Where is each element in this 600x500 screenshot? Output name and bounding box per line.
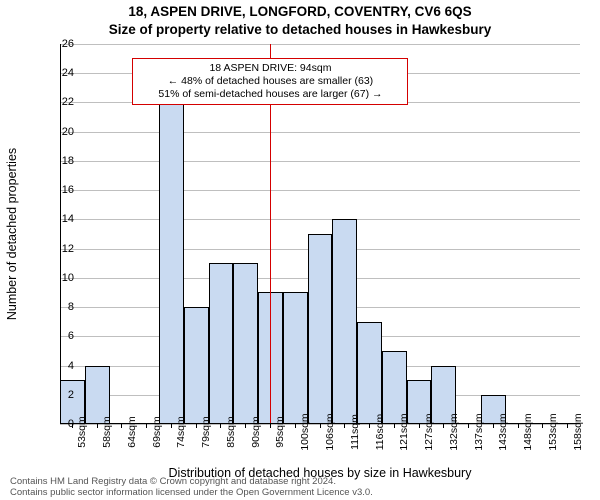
x-tick-mark [220, 424, 221, 428]
x-tick-label: 100sqm [299, 413, 311, 450]
annotation-line: ← 48% of detached houses are smaller (63… [139, 75, 401, 88]
footer-attribution: Contains HM Land Registry data © Crown c… [10, 476, 373, 498]
x-tick-label: 132sqm [448, 413, 460, 450]
x-tick-mark [146, 424, 147, 428]
gridline [60, 219, 580, 220]
plot-area: 18 ASPEN DRIVE: 94sqm← 48% of detached h… [60, 44, 580, 424]
y-tick-label: 22 [46, 96, 74, 108]
histogram-bar [332, 219, 357, 424]
y-tick-label: 0 [46, 418, 74, 430]
x-tick-mark [542, 424, 543, 428]
x-tick-label: 116sqm [374, 414, 386, 451]
x-tick-label: 79sqm [200, 416, 212, 448]
x-tick-label: 85sqm [225, 416, 237, 448]
x-tick-mark [121, 424, 122, 428]
x-tick-label: 58sqm [101, 416, 113, 448]
y-tick-label: 8 [46, 301, 74, 313]
footer-line2: Contains public sector information licen… [10, 487, 373, 498]
gridline [60, 132, 580, 133]
y-axis-label-container: Number of detached properties [4, 44, 20, 424]
y-tick-label: 16 [46, 184, 74, 196]
histogram-bar [209, 263, 234, 424]
x-tick-label: 90sqm [250, 416, 262, 448]
x-tick-mark [443, 424, 444, 428]
x-tick-mark [295, 424, 296, 428]
y-axis-label: Number of detached properties [5, 148, 19, 320]
gridline [60, 161, 580, 162]
gridline [60, 44, 580, 45]
x-tick-label: 64sqm [126, 416, 138, 448]
y-tick-label: 24 [46, 67, 74, 79]
x-tick-mark [394, 424, 395, 428]
x-tick-label: 148sqm [522, 413, 534, 450]
y-tick-label: 10 [46, 272, 74, 284]
x-tick-label: 121sqm [398, 413, 410, 450]
x-tick-label: 95sqm [274, 416, 286, 448]
chart-title-line1: 18, ASPEN DRIVE, LONGFORD, COVENTRY, CV6… [0, 4, 600, 19]
x-tick-mark [518, 424, 519, 428]
gridline [60, 190, 580, 191]
histogram-bar [184, 307, 209, 424]
x-tick-label: 143sqm [497, 413, 509, 450]
histogram-bar [308, 234, 333, 424]
x-tick-mark [493, 424, 494, 428]
y-tick-label: 12 [46, 243, 74, 255]
histogram-bar [159, 102, 184, 424]
x-tick-label: 127sqm [423, 413, 435, 450]
x-tick-mark [369, 424, 370, 428]
y-tick-label: 18 [46, 155, 74, 167]
x-tick-mark [419, 424, 420, 428]
x-tick-mark [320, 424, 321, 428]
x-tick-label: 53sqm [76, 416, 88, 448]
x-tick-label: 106sqm [324, 413, 336, 450]
x-tick-mark [468, 424, 469, 428]
y-tick-label: 4 [46, 360, 74, 372]
annotation-box: 18 ASPEN DRIVE: 94sqm← 48% of detached h… [132, 58, 408, 105]
x-tick-mark [567, 424, 568, 428]
annotation-line: 51% of semi-detached houses are larger (… [139, 88, 401, 101]
x-tick-mark [196, 424, 197, 428]
x-tick-mark [270, 424, 271, 428]
x-tick-mark [97, 424, 98, 428]
histogram-bar [233, 263, 258, 424]
y-tick-label: 26 [46, 38, 74, 50]
x-tick-label: 153sqm [547, 413, 559, 450]
x-tick-label: 111sqm [349, 414, 361, 450]
x-tick-mark [344, 424, 345, 428]
y-tick-label: 14 [46, 213, 74, 225]
y-tick-label: 6 [46, 330, 74, 342]
x-tick-label: 69sqm [151, 416, 163, 448]
x-tick-label: 158sqm [572, 413, 584, 450]
x-tick-mark [171, 424, 172, 428]
chart-title-line2: Size of property relative to detached ho… [0, 22, 600, 37]
y-tick-label: 20 [46, 126, 74, 138]
x-tick-mark [245, 424, 246, 428]
footer-line1: Contains HM Land Registry data © Crown c… [10, 476, 373, 487]
annotation-line: 18 ASPEN DRIVE: 94sqm [139, 62, 401, 75]
histogram-bar [357, 322, 382, 424]
x-tick-label: 74sqm [175, 416, 187, 448]
histogram-bar [283, 292, 308, 424]
y-tick-label: 2 [46, 389, 74, 401]
x-tick-label: 137sqm [473, 413, 485, 450]
